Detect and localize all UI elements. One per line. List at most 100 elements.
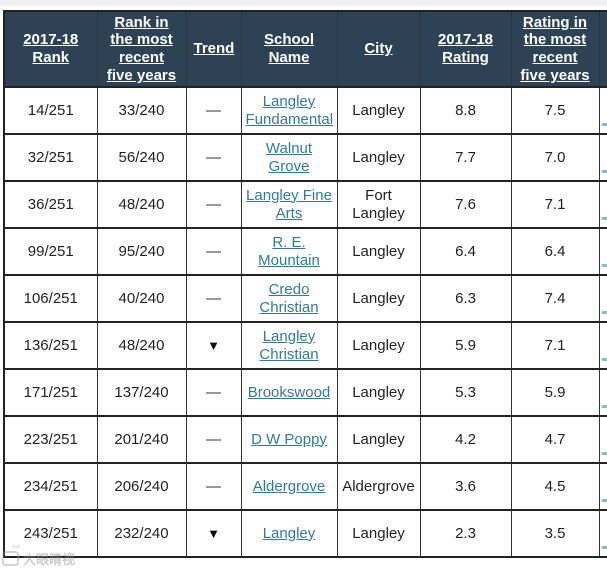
col-header-recent-rating: Rating in the most recent five years — [510, 10, 600, 88]
cutoff-cell — [598, 274, 607, 323]
rank-cell: 234/251 — [3, 462, 98, 511]
school-name-link[interactable]: Langley Fundamental — [245, 92, 334, 128]
table-row: 36/251 48/240 — Langley Fine Arts Fort L… — [3, 180, 607, 229]
rank-cell: 14/251 — [3, 86, 98, 135]
recent-rank-cell: 95/240 — [96, 227, 187, 276]
table-row: 223/251 201/240 — D W Poppy Langley 4.2 … — [3, 415, 607, 464]
cutoff-cell — [598, 321, 607, 370]
header-row: 2017-18 Rank Rank in the most recent fiv… — [3, 10, 607, 88]
trend-indicator: — — [185, 86, 242, 135]
trend-indicator: — — [185, 180, 242, 229]
cutoff-cell — [598, 133, 607, 182]
table-body: 14/251 33/240 — Langley Fundamental Lang… — [3, 86, 607, 558]
city-cell: Langley — [336, 321, 421, 370]
sort-link-2017-18-rank[interactable]: 2017-18 Rank — [23, 31, 79, 66]
rating-cell: 4.2 — [419, 415, 512, 464]
rating-cell: 3.6 — [419, 462, 512, 511]
school-name-link[interactable]: D W Poppy — [251, 430, 327, 448]
recent-rank-cell: 206/240 — [96, 462, 187, 511]
sort-link-recent-rating[interactable]: Rating in the most recent five years — [520, 13, 590, 84]
recent-rating-cell: 7.1 — [510, 180, 600, 229]
rank-cell: 223/251 — [3, 415, 98, 464]
cutoff-link-fragment[interactable] — [601, 264, 607, 267]
school-name-link[interactable]: Aldergrove — [252, 477, 326, 495]
rating-cell: 5.3 — [419, 368, 512, 417]
school-cell: Langley Christian — [240, 321, 338, 370]
sort-link-recent-rank[interactable]: Rank in the most recent five years — [106, 13, 177, 84]
school-name-link[interactable]: R. E. Mountain — [258, 233, 320, 269]
col-header-cutoff — [598, 10, 607, 88]
school-name-link[interactable]: Langley Fine Arts — [246, 186, 332, 222]
school-name-link[interactable]: Brookswood — [247, 383, 331, 401]
recent-rank-cell: 56/240 — [96, 133, 187, 182]
page-top-edge — [0, 0, 607, 6]
trend-indicator: ▼ — [185, 509, 242, 558]
cutoff-cell — [598, 462, 607, 511]
cutoff-cell — [598, 227, 607, 276]
school-name-link[interactable]: Walnut Grove — [265, 139, 313, 175]
sort-link-school-name[interactable]: School Name — [263, 31, 314, 66]
school-name-link[interactable]: Langley Christian — [259, 327, 319, 363]
school-name-link[interactable]: Credo Christian — [259, 280, 319, 316]
cutoff-link-fragment[interactable] — [601, 405, 607, 408]
rank-cell: 36/251 — [3, 180, 98, 229]
cutoff-cell — [598, 180, 607, 229]
school-cell: Credo Christian — [240, 274, 338, 323]
cutoff-cell — [598, 86, 607, 135]
school-cell: Brookswood — [240, 368, 338, 417]
recent-rank-cell: 201/240 — [96, 415, 187, 464]
school-cell: Langley Fine Arts — [240, 180, 338, 229]
rating-cell: 6.3 — [419, 274, 512, 323]
school-ranking-table-container: 2017-18 Rank Rank in the most recent fiv… — [3, 10, 607, 558]
recent-rating-cell: 5.9 — [510, 368, 600, 417]
cutoff-link-fragment[interactable] — [601, 311, 607, 314]
col-header-city: City — [336, 10, 421, 88]
city-cell: Langley — [336, 227, 421, 276]
city-cell: Langley — [336, 133, 421, 182]
recent-rating-cell: 7.1 — [510, 321, 600, 370]
cutoff-link-fragment[interactable] — [601, 499, 607, 502]
city-cell: Langley — [336, 415, 421, 464]
recent-rank-cell: 137/240 — [96, 368, 187, 417]
table-row: 171/251 137/240 — Brookswood Langley 5.3… — [3, 368, 607, 417]
recent-rank-cell: 48/240 — [96, 180, 187, 229]
city-cell: Langley — [336, 86, 421, 135]
school-cell: R. E. Mountain — [240, 227, 338, 276]
rank-cell: 99/251 — [3, 227, 98, 276]
school-ranking-table: 2017-18 Rank Rank in the most recent fiv… — [3, 10, 607, 558]
sort-link-trend[interactable]: Trend — [193, 40, 235, 58]
school-cell: Langley Fundamental — [240, 86, 338, 135]
rank-cell: 32/251 — [3, 133, 98, 182]
table-row: 243/251 232/240 ▼ Langley Langley 2.3 3.… — [3, 509, 607, 558]
rank-cell: 243/251 — [3, 509, 98, 558]
recent-rank-cell: 232/240 — [96, 509, 187, 558]
sort-link-city[interactable]: City — [364, 40, 393, 58]
trend-indicator: ▼ — [185, 321, 242, 370]
school-cell: Walnut Grove — [240, 133, 338, 182]
cutoff-link-fragment[interactable] — [601, 358, 607, 361]
rating-cell: 2.3 — [419, 509, 512, 558]
trend-indicator: — — [185, 133, 242, 182]
cutoff-link-fragment[interactable] — [601, 546, 607, 549]
trend-indicator: — — [185, 368, 242, 417]
table-row: 99/251 95/240 — R. E. Mountain Langley 6… — [3, 227, 607, 276]
city-cell: Langley — [336, 368, 421, 417]
cutoff-link-fragment[interactable] — [601, 170, 607, 173]
cutoff-link-fragment[interactable] — [601, 217, 607, 220]
cutoff-link-fragment[interactable] — [601, 123, 607, 126]
school-cell: Aldergrove — [240, 462, 338, 511]
table-row: 136/251 48/240 ▼ Langley Christian Langl… — [3, 321, 607, 370]
cutoff-link-fragment[interactable] — [601, 452, 607, 455]
rating-cell: 5.9 — [419, 321, 512, 370]
recent-rating-cell: 7.4 — [510, 274, 600, 323]
rating-cell: 6.4 — [419, 227, 512, 276]
school-name-link[interactable]: Langley — [262, 524, 316, 542]
table-row: 14/251 33/240 — Langley Fundamental Lang… — [3, 86, 607, 135]
recent-rank-cell: 33/240 — [96, 86, 187, 135]
city-cell: Langley — [336, 509, 421, 558]
col-header-2017-18-rank: 2017-18 Rank — [3, 10, 98, 88]
recent-rating-cell: 3.5 — [510, 509, 600, 558]
city-cell: Fort Langley — [336, 180, 421, 229]
school-cell: Langley — [240, 509, 338, 558]
sort-link-2017-18-rating[interactable]: 2017-18 Rating — [437, 31, 494, 66]
